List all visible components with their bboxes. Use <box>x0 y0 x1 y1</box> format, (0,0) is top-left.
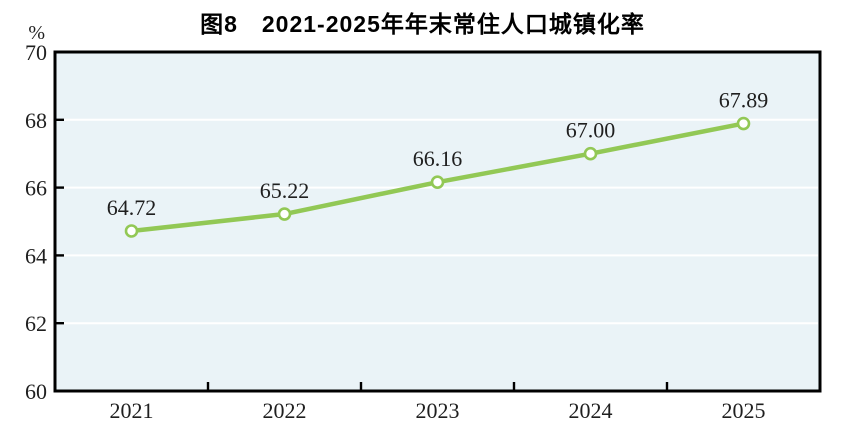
y-axis-tick-label: 64 <box>25 243 47 268</box>
x-axis-tick-label: 2021 <box>110 398 154 423</box>
data-point-marker <box>430 175 445 189</box>
data-label: 67.89 <box>719 88 769 113</box>
data-point-marker <box>583 146 598 161</box>
data-label: 67.00 <box>566 118 616 143</box>
x-axis-tick-label: 2024 <box>569 398 613 423</box>
data-point-marker <box>277 207 292 221</box>
y-axis-tick-label: 66 <box>25 176 47 201</box>
y-axis-tick-label: 68 <box>25 108 47 133</box>
y-axis-unit-label: % <box>28 22 45 44</box>
data-point-marker <box>124 224 139 238</box>
y-axis-tick-label: 62 <box>25 311 47 336</box>
chart-title: 图8 2021-2025年年末常住人口城镇化率 <box>200 11 645 37</box>
y-axis-tick-label: 70 <box>25 40 47 65</box>
data-label: 66.16 <box>413 146 463 171</box>
plot-area <box>53 50 822 393</box>
data-label: 64.72 <box>107 195 157 220</box>
data-label: 65.22 <box>260 178 310 203</box>
data-point-marker <box>736 116 751 131</box>
x-axis-tick-label: 2022 <box>263 398 307 423</box>
x-axis-tick-label: 2023 <box>416 398 460 423</box>
y-axis-tick-label: 60 <box>25 379 47 404</box>
x-axis-tick-label: 2025 <box>722 398 766 423</box>
